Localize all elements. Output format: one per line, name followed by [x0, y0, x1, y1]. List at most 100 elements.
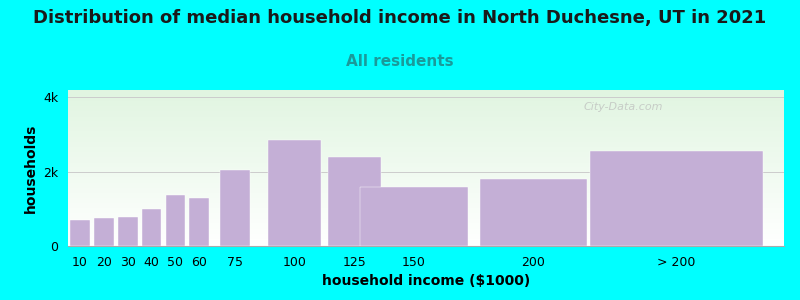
- Bar: [68, 212, 784, 213]
- Bar: [68, 94, 784, 95]
- Bar: [68, 169, 784, 170]
- Bar: [268, 140, 321, 246]
- Bar: [68, 92, 784, 93]
- Bar: [68, 198, 784, 199]
- Bar: [68, 227, 784, 228]
- Bar: [480, 179, 587, 246]
- Bar: [68, 146, 784, 147]
- X-axis label: household income ($1000): household income ($1000): [322, 274, 530, 288]
- Bar: [68, 224, 784, 225]
- Bar: [68, 207, 784, 208]
- Bar: [68, 229, 784, 230]
- Bar: [68, 204, 784, 205]
- Bar: [68, 97, 784, 98]
- Bar: [68, 237, 784, 238]
- Bar: [68, 132, 784, 133]
- Bar: [68, 133, 784, 134]
- Bar: [190, 199, 209, 246]
- Bar: [68, 231, 784, 232]
- Bar: [68, 191, 784, 192]
- Bar: [68, 148, 784, 149]
- Bar: [68, 215, 784, 216]
- Bar: [68, 189, 784, 190]
- Bar: [68, 244, 784, 245]
- Bar: [68, 154, 784, 155]
- Bar: [68, 183, 784, 184]
- Bar: [68, 106, 784, 107]
- Bar: [68, 170, 784, 171]
- Bar: [68, 211, 784, 212]
- Bar: [68, 196, 784, 197]
- Bar: [68, 113, 784, 114]
- Bar: [68, 241, 784, 242]
- Bar: [68, 205, 784, 206]
- Bar: [68, 208, 784, 209]
- Bar: [68, 119, 784, 120]
- Bar: [68, 188, 784, 189]
- Bar: [68, 220, 784, 221]
- Bar: [590, 151, 763, 246]
- Bar: [68, 160, 784, 161]
- Bar: [68, 173, 784, 174]
- Bar: [70, 220, 90, 246]
- Bar: [68, 109, 784, 110]
- Bar: [68, 121, 784, 122]
- Bar: [68, 127, 784, 128]
- Bar: [68, 110, 784, 111]
- Bar: [68, 163, 784, 164]
- Bar: [68, 218, 784, 219]
- Bar: [68, 138, 784, 139]
- Bar: [360, 187, 468, 246]
- Bar: [68, 117, 784, 118]
- Bar: [68, 194, 784, 195]
- Bar: [68, 187, 784, 188]
- Bar: [68, 219, 784, 220]
- Bar: [68, 149, 784, 150]
- Bar: [68, 228, 784, 229]
- Bar: [68, 202, 784, 203]
- Text: Distribution of median household income in North Duchesne, UT in 2021: Distribution of median household income …: [34, 9, 766, 27]
- Bar: [68, 239, 784, 240]
- Bar: [68, 135, 784, 136]
- Bar: [68, 103, 784, 104]
- Bar: [68, 222, 784, 223]
- Bar: [68, 124, 784, 125]
- Bar: [68, 236, 784, 237]
- Bar: [68, 108, 784, 109]
- Bar: [118, 217, 138, 246]
- Bar: [68, 143, 784, 144]
- Bar: [68, 199, 784, 200]
- Bar: [68, 175, 784, 176]
- Bar: [68, 200, 784, 201]
- Bar: [68, 240, 784, 241]
- Bar: [68, 134, 784, 135]
- Bar: [94, 218, 114, 246]
- Bar: [68, 234, 784, 235]
- Bar: [68, 159, 784, 160]
- Bar: [328, 157, 381, 246]
- Bar: [68, 126, 784, 127]
- Bar: [68, 176, 784, 177]
- Bar: [68, 156, 784, 157]
- Bar: [68, 178, 784, 179]
- Bar: [68, 201, 784, 202]
- Bar: [68, 245, 784, 246]
- Bar: [68, 114, 784, 115]
- Bar: [68, 214, 784, 215]
- Bar: [68, 147, 784, 148]
- Bar: [68, 167, 784, 168]
- Bar: [68, 123, 784, 124]
- Bar: [68, 120, 784, 121]
- Bar: [220, 170, 250, 246]
- Bar: [68, 164, 784, 165]
- Bar: [68, 177, 784, 178]
- Bar: [68, 233, 784, 234]
- Bar: [68, 197, 784, 198]
- Bar: [68, 242, 784, 243]
- Bar: [68, 213, 784, 214]
- Bar: [68, 141, 784, 142]
- Bar: [68, 243, 784, 244]
- Bar: [142, 209, 162, 246]
- Bar: [68, 184, 784, 185]
- Bar: [68, 131, 784, 132]
